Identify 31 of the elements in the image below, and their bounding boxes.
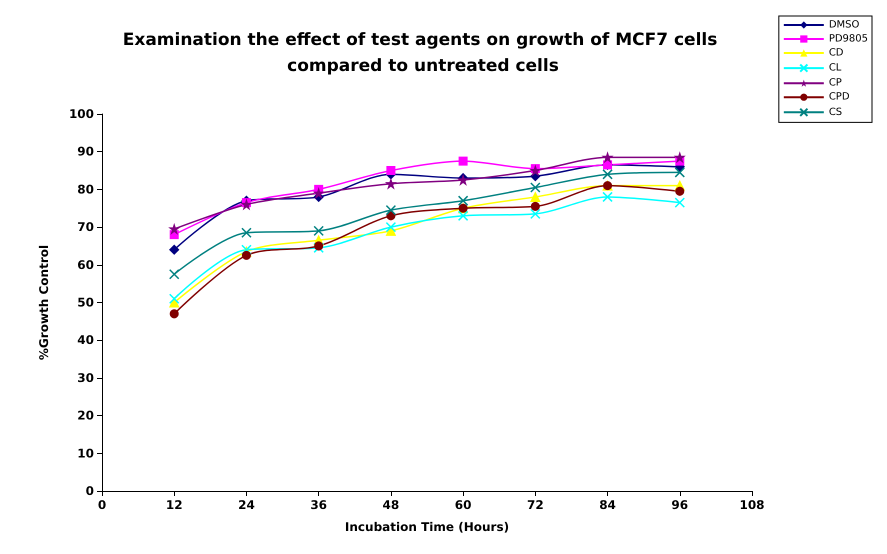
y-tick-label: 30 xyxy=(77,370,94,385)
legend-label: CPD xyxy=(828,92,850,103)
x-tick-label: 36 xyxy=(310,498,328,512)
legend-label: CD xyxy=(828,48,844,58)
legend-label: PD9805 xyxy=(828,34,868,44)
y-tick-label: 90 xyxy=(77,144,94,159)
y-tick-label: 40 xyxy=(77,333,94,348)
y-axis-title: %Growth Control xyxy=(37,244,51,360)
y-tick-label: 50 xyxy=(77,296,94,310)
y-tick-label: 70 xyxy=(77,220,94,234)
x-tick-label: 96 xyxy=(671,498,688,512)
y-tick-label: 20 xyxy=(77,408,94,423)
x-tick-label: 12 xyxy=(166,498,183,512)
legend-label: DMSO xyxy=(828,20,860,30)
x-tick-label: 108 xyxy=(739,498,765,512)
x-tick-label: 60 xyxy=(454,498,472,512)
y-tick-label: 10 xyxy=(77,446,94,460)
x-axis-title: Incubation Time (Hours) xyxy=(344,520,510,534)
x-tick-label: 72 xyxy=(526,498,544,512)
x-tick-label: 24 xyxy=(238,498,255,512)
x-tick-label: 84 xyxy=(599,498,616,512)
x-tick-label: 48 xyxy=(382,498,400,512)
legend-label: CP xyxy=(828,78,842,89)
legend-label: CL xyxy=(828,62,842,74)
y-tick-label: 0 xyxy=(86,484,94,498)
y-tick-label: 60 xyxy=(77,258,94,272)
chart-title: Examination the effect of test agents on growth of MCF7 cells compared to untreated cells xyxy=(122,30,724,76)
y-tick-label: 100 xyxy=(68,107,94,121)
legend-label: CS xyxy=(828,106,842,118)
y-tick-label: 80 xyxy=(77,182,94,196)
x-tick-label: 0 xyxy=(98,498,106,512)
